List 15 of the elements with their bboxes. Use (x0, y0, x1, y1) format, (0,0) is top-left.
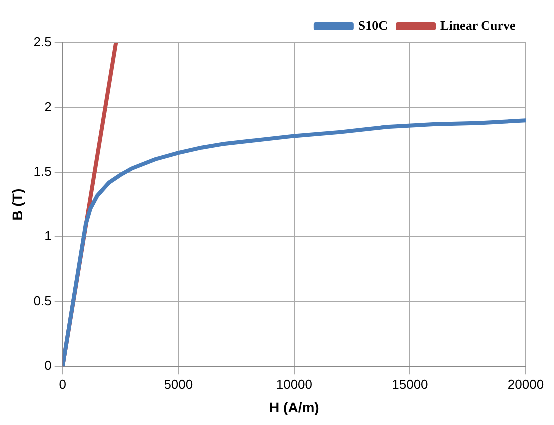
x-tick-label: 5000 (164, 376, 194, 392)
y-axis-title: B (T) (9, 188, 26, 221)
legend-label: S10C (358, 18, 388, 33)
y-tick-label: 1 (44, 228, 52, 244)
y-tick-label: 0.5 (34, 293, 52, 308)
x-tick-label: 0 (59, 376, 66, 392)
y-tick-label: 2.5 (34, 34, 52, 50)
legend-label: Linear Curve (440, 18, 516, 33)
x-tick-label: 15000 (392, 376, 428, 392)
y-tick-label: 0 (44, 358, 52, 374)
x-axis-title: H (A/m) (270, 399, 320, 416)
x-tick-label: 10000 (276, 376, 313, 392)
x-tick-label: 20000 (508, 376, 544, 392)
y-tick-label: 2 (44, 99, 52, 114)
y-tick-label: 1.5 (34, 164, 52, 180)
